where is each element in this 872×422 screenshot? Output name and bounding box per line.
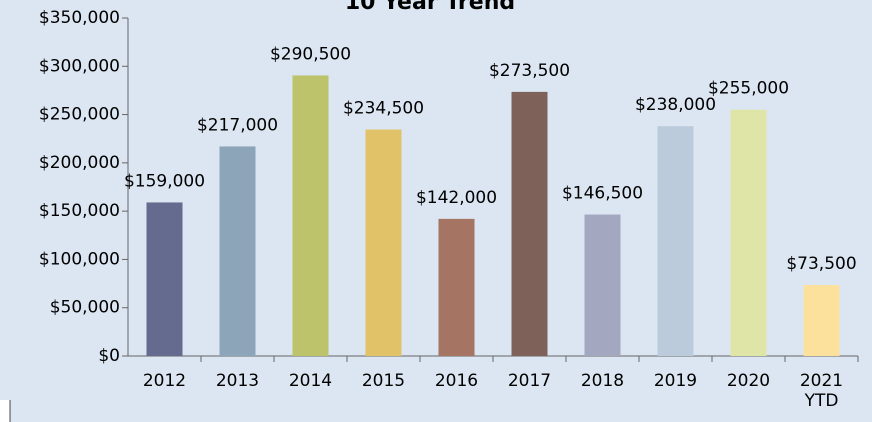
x-tick-label: 2012 [142,371,187,391]
x-tick-label: 2018 [580,371,625,391]
bar [219,146,256,356]
x-tick-label: 2014 [288,371,333,391]
bar [584,214,621,356]
x-tick-label: 2015 [361,371,406,391]
bar [146,202,183,356]
y-tick-label: $0 [98,346,120,366]
bar [803,285,840,356]
x-tick-label: 2017 [507,371,552,391]
x-tick-label: 2020 [726,371,771,391]
y-tick-label: $350,000 [39,8,120,28]
y-tick-label: $250,000 [39,105,120,125]
corner [0,400,10,422]
value-label: $234,500 [343,99,424,119]
value-label: $255,000 [708,79,789,99]
bar [292,75,329,357]
x-tick-label: 2016 [434,371,479,391]
bar [657,126,694,356]
y-tick-label: $50,000 [50,298,120,318]
value-label: $146,500 [562,184,643,204]
x-tick-label: 2021 YTD [799,371,844,411]
bar [438,218,475,356]
bar [730,109,767,356]
value-label: $73,500 [786,254,856,274]
bar [365,129,402,356]
x-tick-label: 2013 [215,371,260,391]
value-label: $142,000 [416,188,497,208]
x-tick-label: 2019 [653,371,698,391]
value-label: $273,500 [489,61,570,81]
value-label: $290,500 [270,44,351,64]
bar [511,91,548,357]
value-label: $238,000 [635,95,716,115]
y-tick-label: $200,000 [39,153,120,173]
y-tick-label: $300,000 [39,56,120,76]
value-label: $159,000 [124,171,205,191]
value-label: $217,000 [197,115,278,135]
chart-title: 10 Year Trend [345,0,515,15]
y-tick-label: $150,000 [39,201,120,221]
y-tick-label: $100,000 [39,249,120,269]
